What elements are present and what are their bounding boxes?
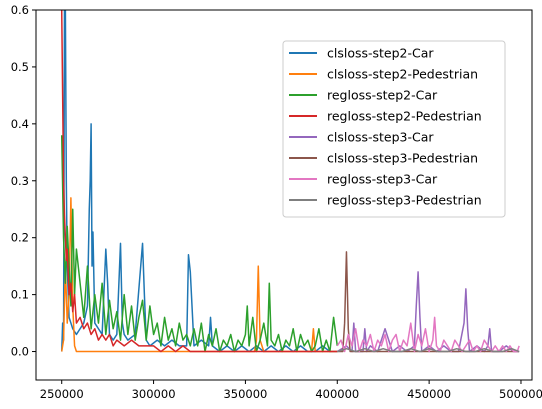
series-layer xyxy=(60,10,520,353)
plot-frame xyxy=(35,9,533,381)
legend-label-regloss-step2-car: regloss-step2-Car xyxy=(327,88,438,103)
x-tick-label: 250000 xyxy=(40,387,84,401)
legend: clsloss-step2-Car clsloss-step2-Pedestria… xyxy=(282,40,506,218)
series-line-clsloss-step3-car xyxy=(336,271,520,353)
legend-label-regloss-step3-car: regloss-step3-Car xyxy=(327,172,438,187)
x-tick-label: 400000 xyxy=(315,387,359,401)
series-line-regloss-step3-car xyxy=(336,316,520,353)
x-axis: 250000 300000 350000 400000 450000 500000 xyxy=(40,380,542,401)
legend-label-clsloss-step2-pedestrian: clsloss-step2-Pedestrian xyxy=(327,67,478,82)
x-tick-label: 500000 xyxy=(499,387,542,401)
y-axis: 0.0 0.1 0.2 0.3 0.4 0.5 0.6 xyxy=(11,3,36,359)
y-tick-label: 0.4 xyxy=(11,117,29,131)
y-tick-label: 0.5 xyxy=(11,60,29,74)
y-tick-label: 0.0 xyxy=(11,345,29,359)
legend-label-clsloss-step3-car: clsloss-step3-Car xyxy=(327,130,434,145)
legend-label-clsloss-step3-pedestrian: clsloss-step3-Pedestrian xyxy=(327,151,478,166)
series-line-regloss-step2-pedestrian xyxy=(60,10,338,353)
y-tick-label: 0.2 xyxy=(11,231,29,245)
x-tick-label: 350000 xyxy=(223,387,267,401)
series-line-clsloss-step2-car xyxy=(60,10,338,353)
y-tick-label: 0.1 xyxy=(11,288,29,302)
legend-label-regloss-step3-pedestrian: regloss-step3-Pedestrian xyxy=(327,193,482,208)
x-tick-label: 450000 xyxy=(407,387,451,401)
y-tick-label: 0.3 xyxy=(11,174,29,188)
legend-label-regloss-step2-pedestrian: regloss-step2-Pedestrian xyxy=(327,109,482,124)
legend-label-clsloss-step2-car: clsloss-step2-Car xyxy=(327,46,434,61)
series-line-regloss-step3-pedestrian xyxy=(337,347,520,353)
x-tick-label: 300000 xyxy=(132,387,176,401)
y-tick-label: 0.6 xyxy=(11,3,29,17)
legend-box xyxy=(282,40,506,218)
series-line-regloss-step2-car xyxy=(60,135,339,353)
